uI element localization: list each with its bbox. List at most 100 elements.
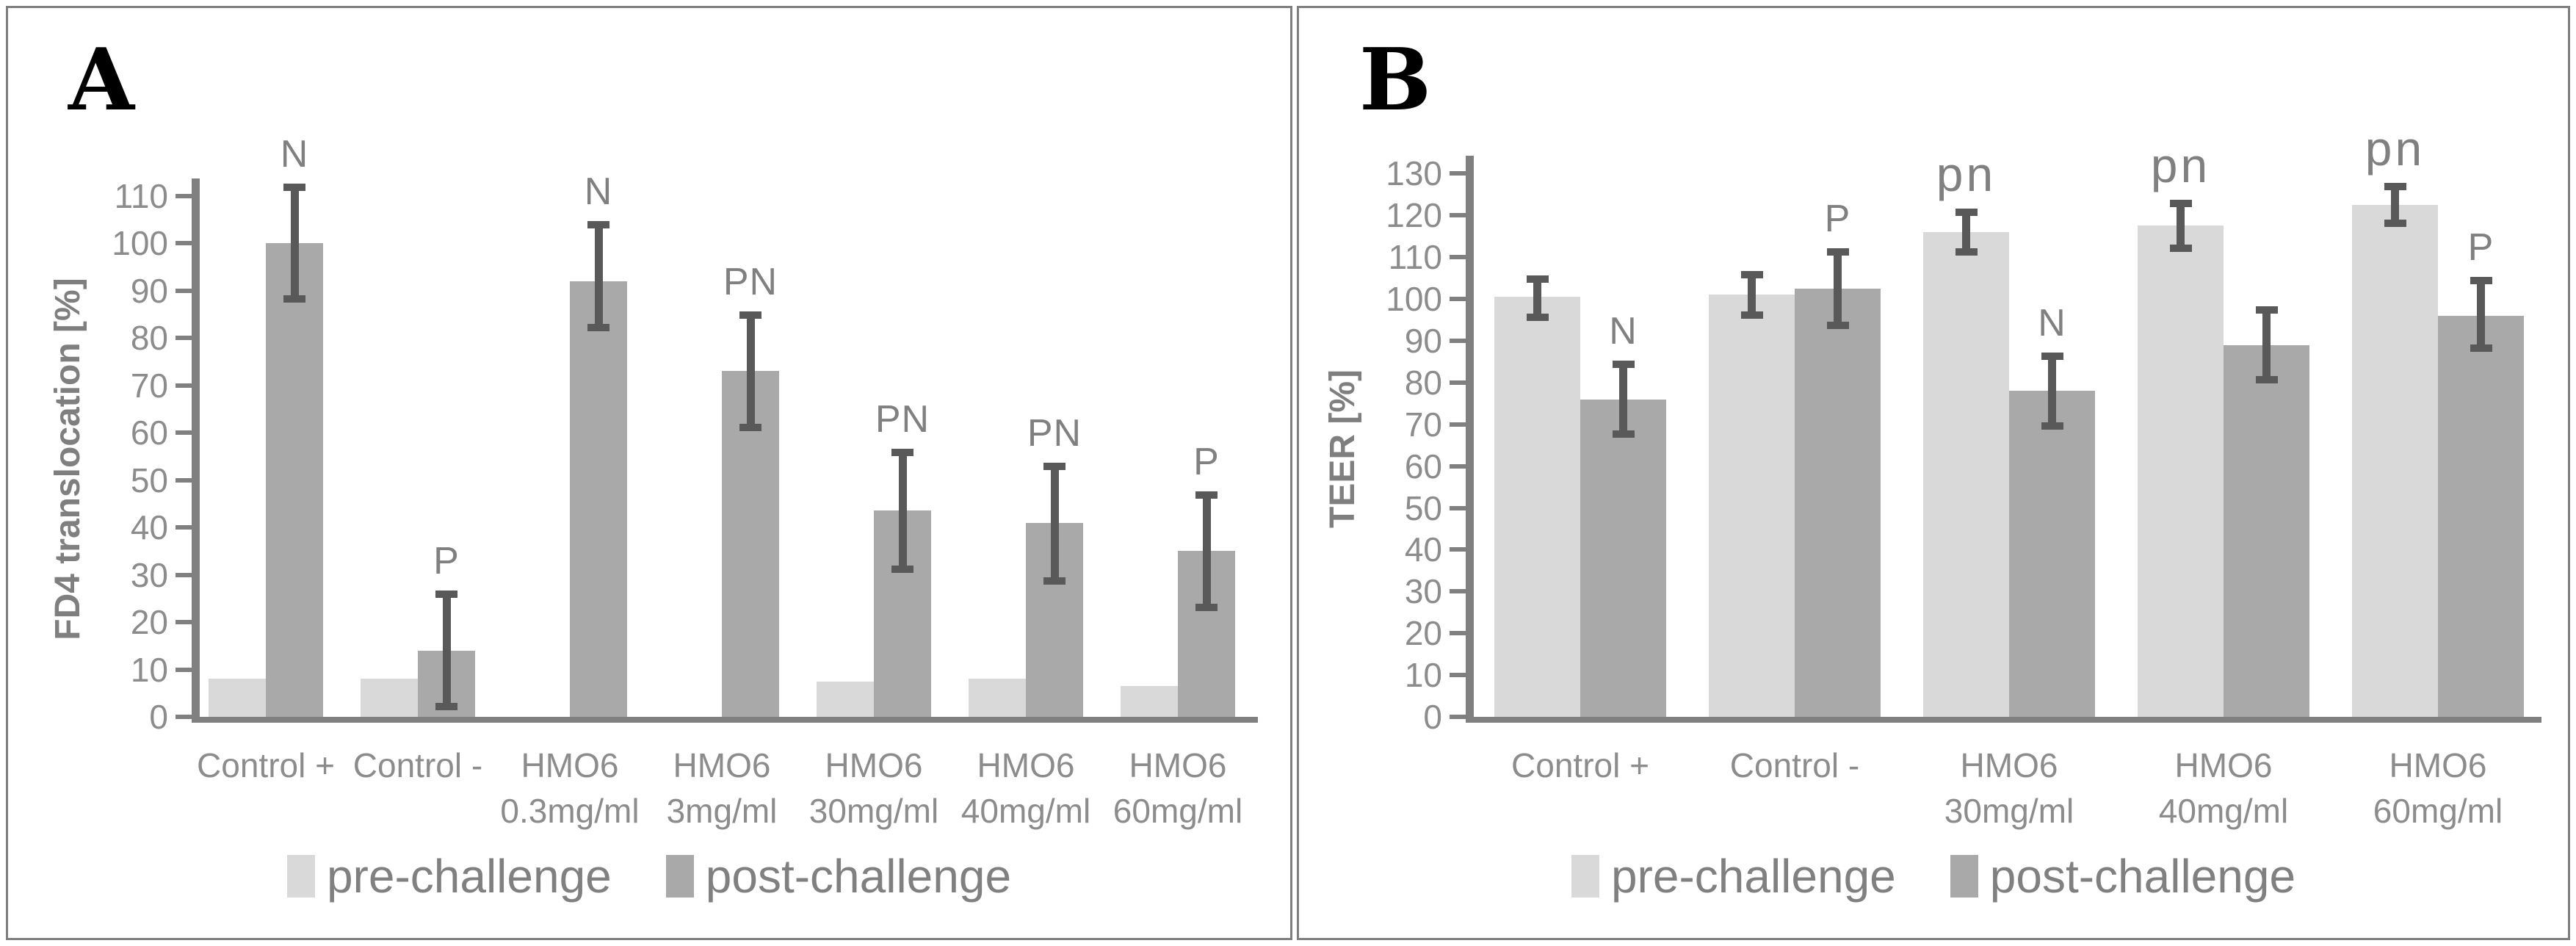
significance-annotation: PN <box>875 397 930 441</box>
error-bar-cap-top <box>739 311 761 319</box>
error-bar-cap-bottom <box>2041 422 2063 430</box>
y-tick-label: 30 <box>1404 572 1442 611</box>
y-tick-mark <box>176 383 192 388</box>
y-tick-mark <box>1450 505 1466 510</box>
error-bar-stem <box>2477 280 2485 350</box>
bar-post-challenge <box>2009 391 2095 717</box>
error-bar-stem <box>898 451 907 571</box>
bar-post-challenge <box>2224 344 2309 717</box>
error-bar-stem <box>2048 355 2056 427</box>
category-label: HMO6 <box>1129 746 1227 784</box>
error-bar-cap-top <box>1826 248 1849 256</box>
error-bar-cap-bottom <box>283 295 305 303</box>
significance-annotation: N <box>280 132 309 176</box>
y-tick-mark <box>1450 589 1466 594</box>
y-tick-mark <box>176 288 192 293</box>
error-bar-cap-top <box>1612 361 1635 369</box>
legend-marker-post-icon <box>665 855 694 898</box>
category-label: Control - <box>352 746 483 784</box>
bar-pre-challenge <box>361 679 418 717</box>
error-bar-stem <box>1619 364 1627 435</box>
error-bar-stem <box>746 314 755 428</box>
y-tick-mark <box>1450 631 1466 636</box>
category-label: 40mg/ml <box>2158 792 2289 830</box>
y-tick-mark <box>176 715 192 719</box>
error-bar-cap-bottom <box>2255 375 2278 383</box>
panel-b-letter: B <box>1359 30 1432 130</box>
category-label: HMO6 <box>521 746 619 784</box>
legend-label-post: post-challenge <box>705 850 1012 903</box>
error-bar-cap-bottom <box>739 423 761 431</box>
y-tick-label: 0 <box>149 698 168 736</box>
y-tick-label: 10 <box>130 650 168 689</box>
error-bar-cap-bottom <box>1740 311 1763 319</box>
legend-item-post: post-challenge <box>1950 853 2295 900</box>
y-tick-label: 40 <box>1404 530 1442 569</box>
y-tick-mark <box>1450 380 1466 385</box>
error-bar-stem <box>2177 203 2185 249</box>
error-bar-stem <box>1533 278 1541 318</box>
y-tick-label: 70 <box>130 366 168 405</box>
y-tick-label: 20 <box>1404 614 1442 653</box>
category-label: HMO6 <box>2389 746 2487 784</box>
error-bar-cap-top <box>2470 277 2492 285</box>
category-label: HMO6 <box>1960 746 2058 784</box>
error-bar-cap-bottom <box>2384 219 2406 227</box>
error-bar-stem <box>1962 211 1970 253</box>
legend: pre-challenge post-challenge <box>1299 853 2568 900</box>
y-tick-mark <box>176 477 192 483</box>
error-bar-cap-top <box>587 221 609 229</box>
significance-annotation: N <box>1609 310 1638 353</box>
legend: pre-challenge post-challenge <box>8 853 1290 900</box>
y-tick-mark <box>1450 171 1466 176</box>
y-tick-mark <box>176 430 192 435</box>
category-label: HMO6 <box>977 746 1075 784</box>
bar-pre-challenge <box>1923 231 2009 717</box>
y-tick-label: 100 <box>1386 280 1442 318</box>
y-tick-label: 50 <box>1404 488 1442 527</box>
error-bar-cap-top <box>1526 275 1549 283</box>
error-bar-stem <box>1748 273 1756 316</box>
error-bar-stem <box>442 593 451 708</box>
y-tick-mark <box>1450 422 1466 427</box>
error-bar-stem <box>1202 494 1211 608</box>
error-bar-cap-bottom <box>891 566 913 574</box>
bar-pre-challenge <box>2138 225 2224 717</box>
significance-annotation: P <box>433 540 460 583</box>
y-tick-mark <box>176 241 192 245</box>
category-label: Control + <box>197 746 335 784</box>
error-bar-cap-top <box>1740 270 1763 278</box>
y-tick-label: 100 <box>112 224 168 262</box>
significance-annotation: P <box>2467 226 2494 270</box>
y-tick-mark <box>1450 213 1466 218</box>
error-bar-cap-bottom <box>1195 603 1218 611</box>
y-tick-mark <box>176 336 192 340</box>
error-bar-cap-top <box>2384 183 2406 191</box>
error-bar-cap-top <box>1955 208 1978 216</box>
error-bar-stem <box>1050 466 1059 582</box>
y-tick-mark <box>176 620 192 624</box>
y-tick-label: 90 <box>1404 321 1442 360</box>
error-bar-cap-top <box>2041 352 2063 360</box>
bar-pre-challenge <box>2352 204 2438 717</box>
y-tick-label: 20 <box>130 603 168 641</box>
y-tick-mark <box>176 193 192 198</box>
bar-post-challenge <box>2438 315 2524 717</box>
y-tick-label: 80 <box>1404 363 1442 402</box>
y-tick-mark <box>1450 715 1466 719</box>
y-tick-label: 40 <box>130 508 168 546</box>
significance-annotation: PN <box>723 260 778 303</box>
y-tick-label: 70 <box>1404 405 1442 444</box>
error-bar-cap-top <box>2169 200 2192 208</box>
x-axis-line <box>192 717 1258 723</box>
error-bar-stem <box>290 186 299 300</box>
category-label: 40mg/ml <box>960 792 1091 830</box>
category-label: HMO6 <box>673 746 771 784</box>
bar-post-challenge <box>1580 399 1666 717</box>
significance-annotation: pn <box>1936 146 1997 201</box>
error-bar-stem <box>2391 186 2399 224</box>
y-tick-label: 130 <box>1386 154 1442 193</box>
y-tick-label: 90 <box>130 271 168 310</box>
error-bar-stem <box>594 224 603 329</box>
bar-pre-challenge <box>209 679 266 717</box>
